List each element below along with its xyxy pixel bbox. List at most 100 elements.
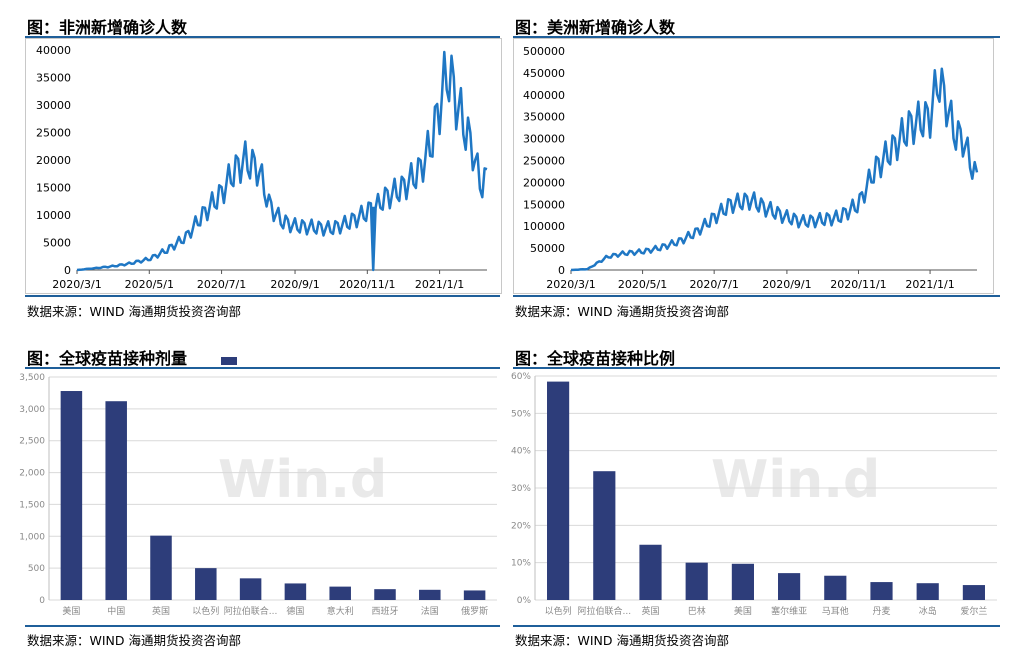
doses-bar — [150, 535, 172, 600]
doses-bar — [374, 589, 396, 600]
doses-title-rule — [25, 367, 500, 369]
americas-y-tick-label: 400000 — [523, 89, 565, 102]
africa-title-rule — [25, 36, 500, 38]
doses-bar — [463, 590, 486, 600]
africa-line-chart: 0 5000 10000 15000 20000 25000 30000 35000 40000… — [36, 44, 488, 291]
doses-bar — [60, 391, 83, 600]
americas-y-tick-label: 150000 — [523, 198, 565, 211]
doses-y-tick-label: 500 — [28, 564, 45, 574]
africa-y-tick-label: 5000 — [43, 237, 71, 250]
africa-y-tick-label: 15000 — [36, 182, 71, 195]
africa-y-tick-label: 30000 — [36, 99, 71, 112]
africa-x-tick-label: 2020/3/1 — [52, 278, 101, 291]
ratio-category-label: 爱尔兰 — [960, 605, 987, 617]
americas-chart-title: 图：美洲新增确诊人数 — [515, 18, 676, 37]
doses-category-label: 阿拉伯联合... — [224, 605, 278, 617]
doses-chart-title: 图：全球疫苗接种剂量 — [27, 349, 188, 368]
doses-source-rule — [25, 625, 500, 627]
americas-source-rule — [513, 295, 1000, 297]
ratio-y-tick-label: 10% — [511, 559, 531, 569]
doses-category-label: 中国 — [107, 605, 125, 617]
doses-category-label: 法国 — [421, 605, 439, 617]
africa-y-tick-label: 10000 — [36, 209, 71, 222]
ratio-bar — [778, 573, 801, 600]
ratio-bar — [593, 471, 616, 600]
ratio-category-label: 巴林 — [688, 605, 706, 617]
africa-plot-frame — [25, 38, 502, 294]
doses-bar — [105, 401, 127, 600]
americas-series-line-0 — [570, 67, 979, 272]
ratio-bar — [916, 583, 939, 600]
americas-title-rule — [513, 36, 1000, 38]
africa-y-tick-label: 40000 — [36, 44, 71, 57]
doses-category-label: 美国 — [62, 605, 80, 617]
ratio-bar — [685, 562, 708, 600]
ratio-y-tick-label: 0% — [517, 596, 532, 606]
africa-chart-title: 图：非洲新增确诊人数 — [27, 18, 188, 37]
ratio-bar — [547, 381, 570, 600]
doses-panel: 图：全球疫苗接种剂量 Win.d 0 500 1,000 1,500 2,000 2,50… — [19, 345, 500, 655]
africa-x-tick-label: 2020/11/1 — [339, 278, 395, 291]
americas-x-tick-label: 2020/11/1 — [830, 278, 886, 291]
doses-bar — [284, 583, 307, 600]
americas-panel: 图：美洲新增确诊人数 0 50000 100000 150000 200000 25000… — [513, 14, 1000, 319]
americas-y-tick-label: 100000 — [523, 220, 565, 233]
doses-watermark: Win.d — [218, 450, 388, 510]
ratio-source-text: 数据来源：WIND 海通期货投资咨询部 — [515, 633, 729, 648]
africa-source-rule — [25, 295, 500, 297]
doses-category-label: 德国 — [286, 605, 304, 617]
doses-bar — [195, 568, 217, 600]
americas-y-tick-label: 0 — [558, 264, 565, 277]
doses-y-tick-label: 2,000 — [19, 469, 45, 479]
americas-line-chart: 0 50000 100000 150000 200000 250000 300000 3500… — [523, 45, 979, 291]
doses-y-tick-label: 0 — [39, 596, 45, 606]
ratio-bar — [824, 575, 847, 600]
americas-source-text: 数据来源：WIND 海通期货投资咨询部 — [515, 304, 729, 319]
americas-x-tick-label: 2020/3/1 — [546, 278, 595, 291]
ratio-bar-chart: 0% 10% 20% 30% 40% 50% 60% 以色列 阿拉伯联合... 英国 巴林 美国 塞尔维… — [511, 372, 997, 617]
doses-bar-chart: 0 500 1,000 1,500 2,000 2,500 3,000 3,500 美国 中国 英国… — [19, 373, 497, 617]
africa-x-tick-label: 2021/1/1 — [415, 278, 464, 291]
ratio-category-label: 丹麦 — [872, 605, 890, 617]
ratio-y-tick-label: 30% — [511, 484, 531, 494]
africa-x-tick-label: 2020/7/1 — [197, 278, 246, 291]
doses-y-tick-label: 3,000 — [19, 405, 45, 415]
ratio-watermark: Win.d — [711, 450, 881, 510]
ratio-category-label: 英国 — [641, 605, 659, 617]
americas-x-tick-label: 2021/1/1 — [905, 278, 954, 291]
doses-category-label: 以色列 — [192, 605, 219, 617]
doses-category-label: 俄罗斯 — [461, 605, 488, 617]
doses-category-label: 意大利 — [327, 605, 354, 617]
ratio-y-tick-label: 60% — [511, 372, 531, 382]
africa-y-tick-label: 20000 — [36, 154, 71, 167]
ratio-category-label: 冰岛 — [919, 605, 937, 617]
africa-x-tick-label: 2020/9/1 — [270, 278, 319, 291]
ratio-bar — [962, 585, 985, 600]
americas-y-tick-label: 250000 — [523, 155, 565, 168]
americas-x-tick-label: 2020/9/1 — [762, 278, 811, 291]
doses-category-label: 英国 — [152, 605, 170, 617]
doses-y-tick-label: 1,500 — [19, 500, 45, 510]
doses-y-tick-label: 1,000 — [19, 532, 45, 542]
americas-y-tick-label: 450000 — [523, 67, 565, 80]
americas-x-tick-label: 2020/5/1 — [618, 278, 667, 291]
americas-plot-frame — [513, 38, 994, 294]
ratio-category-label: 以色列 — [545, 605, 572, 617]
ratio-y-tick-label: 20% — [511, 521, 531, 531]
africa-y-tick-label: 35000 — [36, 72, 71, 85]
ratio-bar — [639, 544, 662, 600]
doses-bar — [329, 586, 351, 600]
doses-y-tick-label: 2,500 — [19, 437, 45, 447]
americas-y-tick-label: 300000 — [523, 133, 565, 146]
africa-source-text: 数据来源：WIND 海通期货投资咨询部 — [27, 304, 241, 319]
africa-x-tick-label: 2020/5/1 — [125, 278, 174, 291]
africa-y-tick-label: 25000 — [36, 127, 71, 140]
ratio-category-label: 马耳他 — [822, 605, 849, 617]
ratio-title-rule — [513, 367, 1000, 369]
americas-y-tick-label: 500000 — [523, 45, 565, 58]
ratio-panel: 图：全球疫苗接种比例 Win.d 0% 10% 20% 30% 40% 50% 60% 以色列… — [511, 345, 1000, 655]
africa-panel: 图：非洲新增确诊人数 0 5000 10000 15000 20000 25000 3000… — [25, 14, 502, 319]
doses-legend-swatch — [221, 357, 237, 365]
ratio-category-label: 塞尔维亚 — [771, 605, 807, 617]
doses-source-text: 数据来源：WIND 海通期货投资咨询部 — [27, 633, 241, 648]
